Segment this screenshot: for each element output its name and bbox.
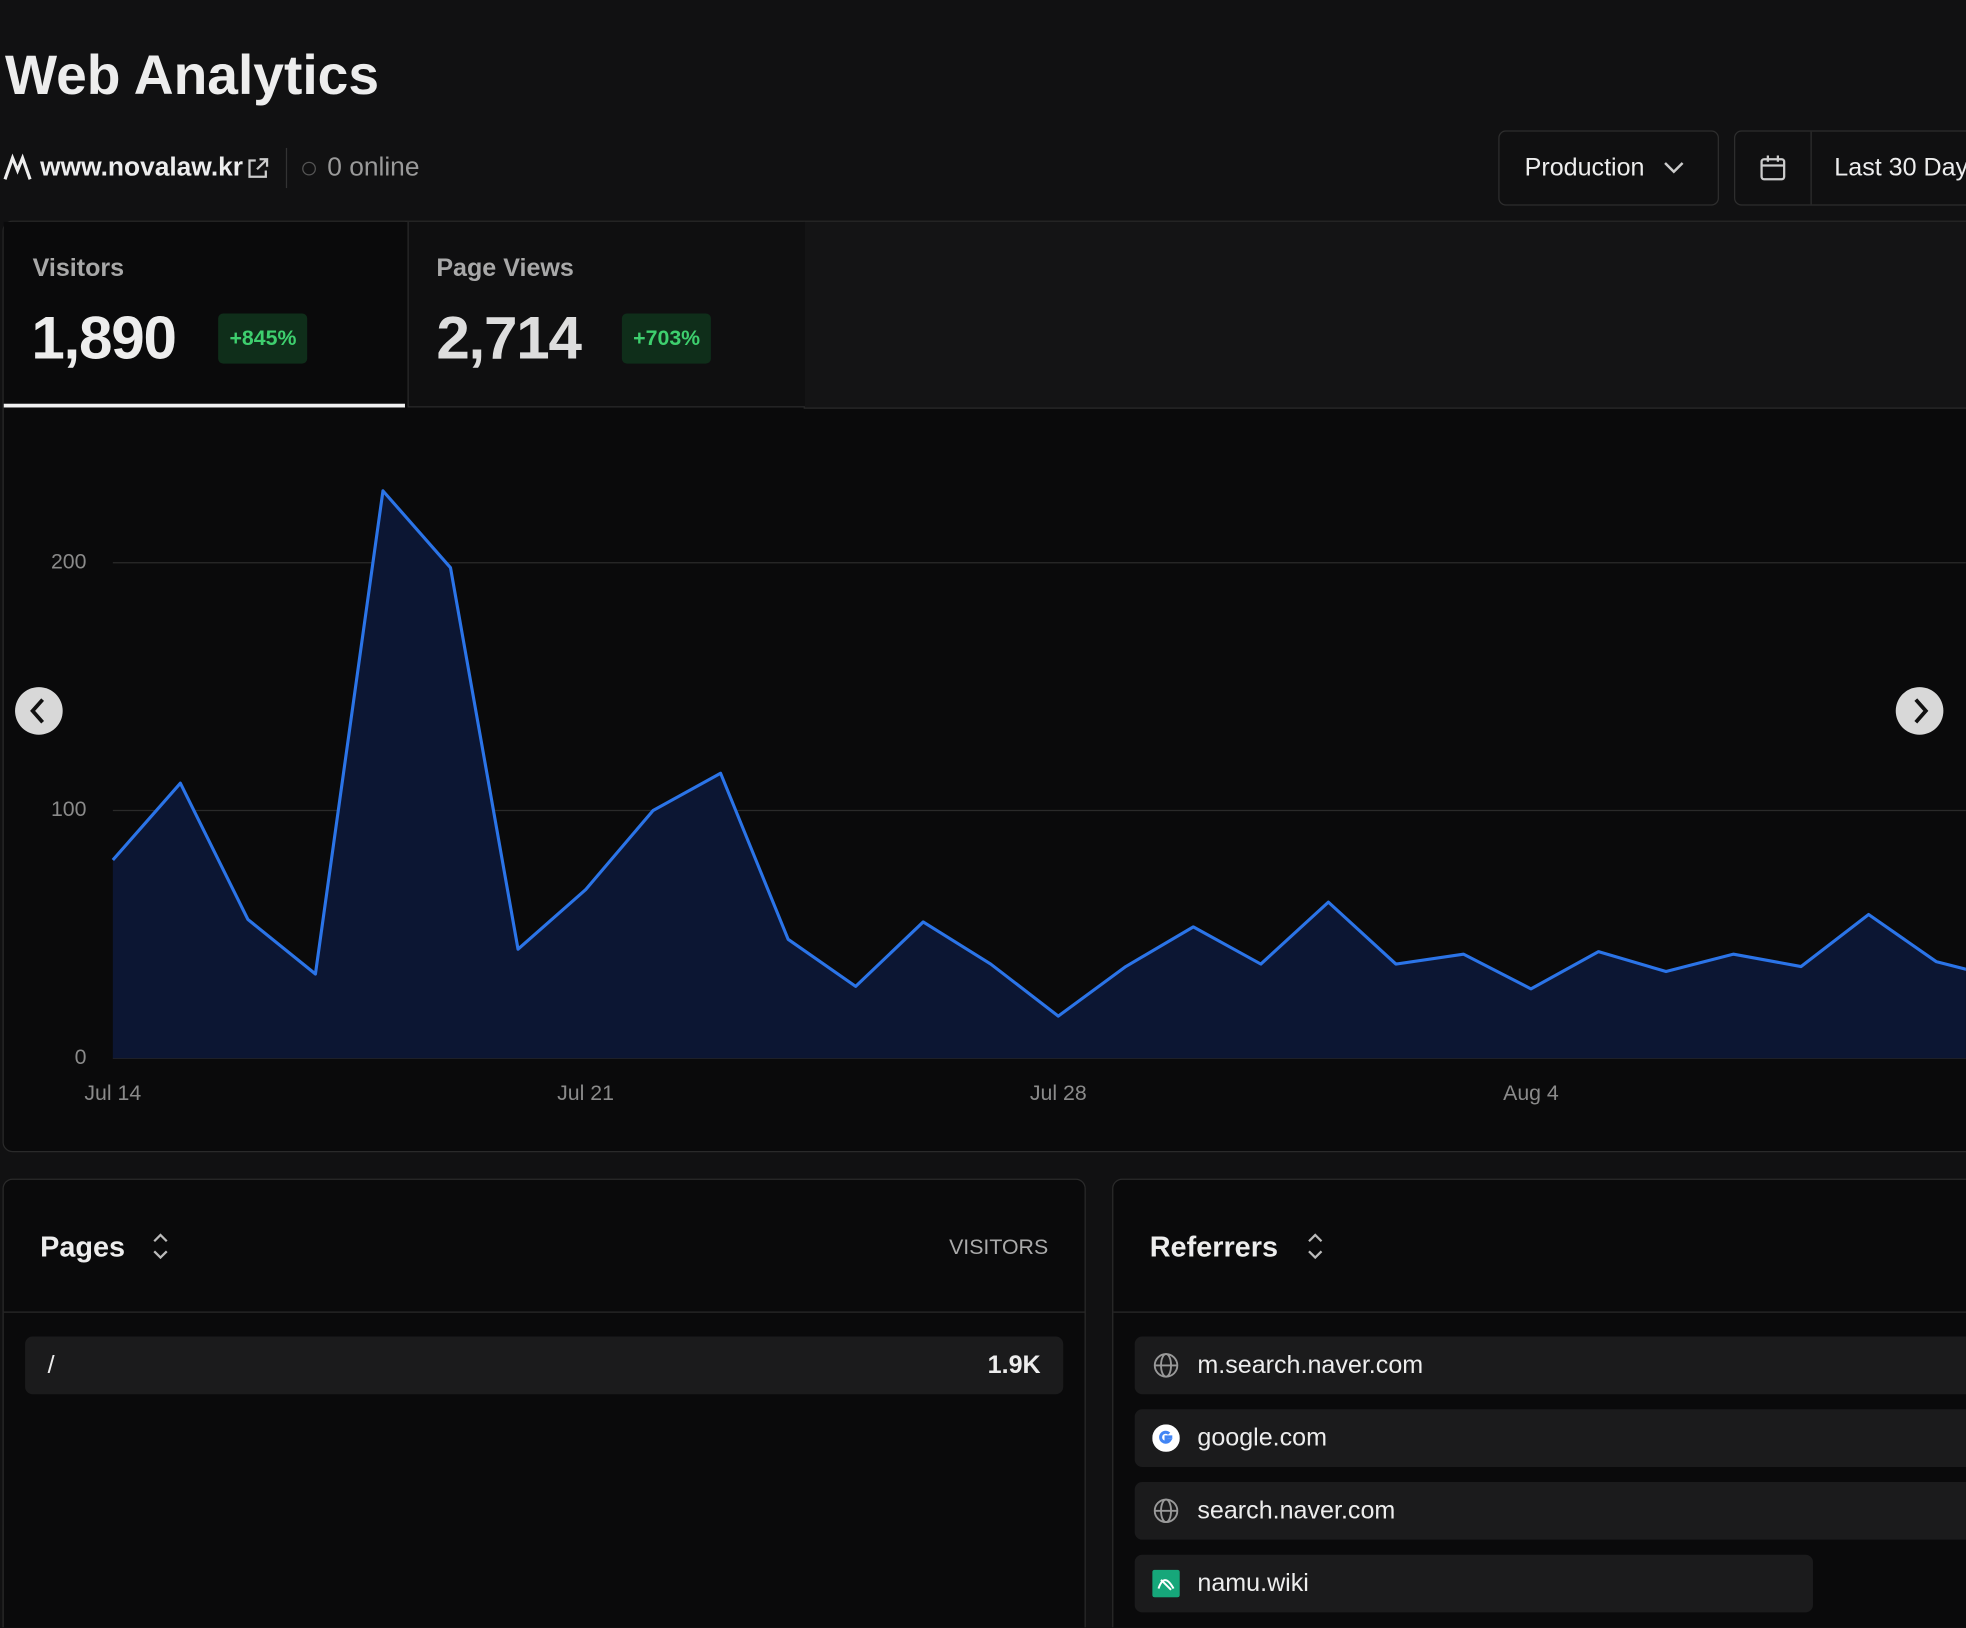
- next-button[interactable]: [1895, 687, 1944, 735]
- external-link-icon[interactable]: [246, 155, 271, 180]
- date-range-label: Last 30 Days: [1834, 153, 1966, 182]
- referrer-name: m.search.naver.com: [1197, 1350, 1424, 1379]
- calendar-button[interactable]: [1735, 131, 1812, 205]
- environment-label: Production: [1524, 153, 1645, 182]
- globe-icon: [1153, 1353, 1179, 1378]
- y-tick-label: 0: [75, 1045, 87, 1069]
- arrow-icon: [30, 698, 45, 724]
- calendar-icon: [1760, 155, 1786, 181]
- referrer-name: search.naver.com: [1197, 1496, 1396, 1524]
- referrers-panel: Referrers m.search.naver.com google.com …: [1112, 1178, 1966, 1628]
- y-tick-label: 100: [51, 797, 87, 821]
- sort-icon[interactable]: [150, 1230, 170, 1263]
- column-header: VISITORS: [949, 1234, 1049, 1259]
- referrer-row[interactable]: namu.wiki: [1134, 1554, 1813, 1613]
- panel-title: Pages: [40, 1229, 126, 1263]
- page-title: Web Analytics: [5, 45, 380, 107]
- arrow-icon: [1914, 698, 1929, 724]
- site-logo: [3, 153, 32, 180]
- divider: [285, 147, 288, 189]
- online-dot: [302, 161, 316, 176]
- referrer-row[interactable]: search.naver.com: [1134, 1481, 1966, 1540]
- divider: [3, 1311, 1085, 1313]
- y-tick-label: 200: [51, 549, 87, 573]
- referrer-name: namu.wiki: [1197, 1569, 1309, 1597]
- referrer-row[interactable]: google.com: [1134, 1409, 1966, 1467]
- x-tick-label: Jul 28: [1030, 1081, 1087, 1105]
- referrer-row[interactable]: m.search.naver.com: [1134, 1336, 1966, 1395]
- page-visitors: 1.9K: [987, 1350, 1041, 1379]
- pages-panel: Pages VISITORS / 1.9K: [2, 1178, 1086, 1628]
- online-count: 0 online: [327, 152, 420, 182]
- metric-tab[interactable]: Visitors 1,890 +845%: [3, 221, 405, 408]
- globe-icon: [1153, 1498, 1179, 1524]
- metric-value: 1,890: [31, 305, 177, 373]
- metric-label: Page Views: [436, 254, 574, 283]
- metric-tab[interactable]: Page Views 2,714 +703%: [407, 221, 805, 408]
- metric-change: +845%: [218, 313, 308, 364]
- line: [111, 489, 1966, 1018]
- site-link[interactable]: www.novalaw.kr: [40, 152, 244, 182]
- x-tick-label: Jul 21: [557, 1081, 614, 1105]
- panel-title: Referrers: [1149, 1229, 1278, 1263]
- metric-change: +703%: [621, 313, 712, 364]
- divider: [1113, 1311, 1966, 1313]
- x-tick-label: Jul 14: [84, 1081, 141, 1105]
- series: [111, 489, 1966, 1059]
- metric-label: Visitors: [32, 254, 125, 283]
- sort-icon[interactable]: [1305, 1230, 1325, 1263]
- chevron-icon: [1663, 162, 1684, 174]
- metric-value: 2,714: [436, 305, 582, 373]
- area: [112, 490, 1966, 1059]
- x-tick-label: Aug 4: [1503, 1081, 1559, 1105]
- page-path: /: [47, 1350, 55, 1379]
- prev-button[interactable]: [15, 687, 63, 735]
- referrer-name: google.com: [1197, 1423, 1328, 1452]
- google-icon: [1152, 1424, 1180, 1452]
- date-range-select[interactable]: Last 30 Days: [1734, 130, 1966, 206]
- namu-icon: [1152, 1569, 1180, 1598]
- environment-select[interactable]: Production: [1498, 130, 1719, 206]
- tabs-filler: [803, 221, 1966, 409]
- page-row[interactable]: / 1.9K: [25, 1336, 1064, 1395]
